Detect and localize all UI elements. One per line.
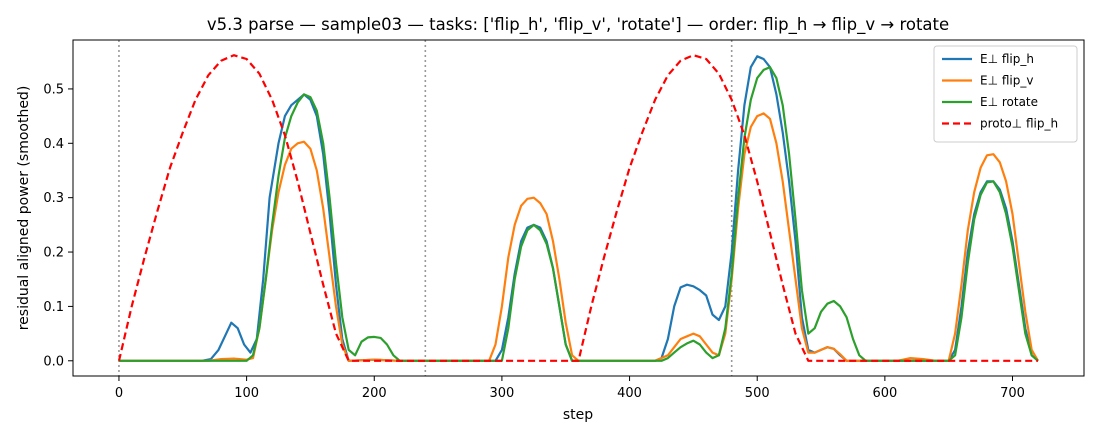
x-axis-label: step bbox=[563, 407, 593, 423]
x-tick-label-7: 700 bbox=[1000, 386, 1025, 401]
legend: E⊥ flip_h E⊥ flip_v E⊥ rotate proto⊥ flip_h bbox=[933, 45, 1078, 143]
plot-area bbox=[72, 39, 1085, 377]
x-tick-label-1: 100 bbox=[234, 386, 259, 401]
series-line-3 bbox=[117, 54, 1038, 362]
y-tick-label-4: 0.4 bbox=[43, 137, 64, 152]
x-tick-label-0: 0 bbox=[115, 386, 123, 401]
x-tick-label-5: 500 bbox=[745, 386, 770, 401]
chart-title: v5.3 parse — sample03 — tasks: ['flip_h'… bbox=[207, 15, 949, 35]
legend-label-3: proto⊥ flip_h bbox=[980, 117, 1058, 131]
x-axis: 0 100 200 300 400 500 600 700 bbox=[115, 376, 1025, 401]
x-tick-label-4: 400 bbox=[617, 386, 642, 401]
y-tick-label-2: 0.2 bbox=[43, 246, 64, 261]
y-axis: 0.0 0.1 0.2 0.3 0.4 0.5 bbox=[43, 82, 73, 369]
x-tick-label-3: 300 bbox=[489, 386, 514, 401]
legend-label-1: E⊥ flip_v bbox=[980, 74, 1033, 88]
x-tick-label-6: 600 bbox=[872, 386, 897, 401]
legend-label-2: E⊥ rotate bbox=[980, 95, 1038, 109]
plot-frame bbox=[73, 40, 1084, 376]
legend-box bbox=[933, 45, 1078, 143]
x-tick-label-2: 200 bbox=[362, 386, 387, 401]
y-tick-label-5: 0.5 bbox=[43, 82, 64, 97]
y-tick-label-3: 0.3 bbox=[43, 191, 64, 206]
vertical-markers bbox=[118, 40, 733, 376]
plot-border bbox=[72, 39, 1085, 377]
y-axis-label: residual aligned power (smoothed) bbox=[16, 86, 32, 331]
legend-label-0: E⊥ flip_h bbox=[980, 52, 1034, 66]
series-line-2 bbox=[119, 66, 1039, 362]
y-tick-label-0: 0.0 bbox=[43, 354, 64, 369]
y-tick-label-1: 0.1 bbox=[43, 300, 64, 315]
series-lines bbox=[117, 54, 1039, 362]
